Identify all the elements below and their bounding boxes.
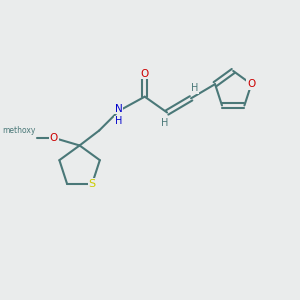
Text: methoxy: methoxy xyxy=(2,126,35,135)
Text: H: H xyxy=(115,116,122,126)
Text: O: O xyxy=(50,133,58,143)
Text: H: H xyxy=(161,118,169,128)
Text: S: S xyxy=(88,179,96,189)
Text: N: N xyxy=(115,104,123,114)
Text: H: H xyxy=(191,83,198,93)
Text: O: O xyxy=(247,79,256,89)
Text: O: O xyxy=(141,68,149,79)
